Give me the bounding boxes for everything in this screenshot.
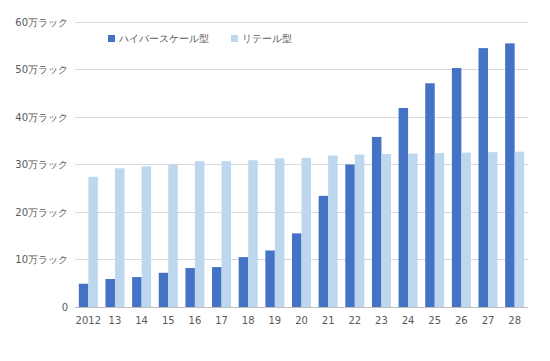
bars: [79, 43, 524, 307]
bar: [132, 277, 142, 307]
x-tick-label: 26: [455, 315, 468, 326]
y-tick-label: 10万ラック: [15, 254, 68, 265]
x-tick-label: 25: [428, 315, 441, 326]
y-tick-label: 50万ラック: [15, 64, 68, 75]
y-tick-label: 60万ラック: [15, 17, 68, 28]
bar: [79, 284, 89, 307]
bar: [461, 153, 471, 307]
bar: [168, 165, 178, 308]
bar: [435, 153, 445, 307]
bar: [212, 267, 222, 307]
x-tick-label: 23: [375, 315, 388, 326]
bar: [425, 83, 435, 307]
bar: [239, 257, 249, 307]
legend-label: ハイパースケール型: [118, 33, 209, 44]
bar: [159, 273, 169, 307]
bar: [372, 137, 382, 307]
x-tick-label: 13: [109, 315, 122, 326]
bar: [105, 279, 115, 307]
chart-container: 010万ラック20万ラック30万ラック40万ラック50万ラック60万ラック201…: [0, 0, 550, 361]
bar: [328, 155, 338, 307]
bar: [515, 152, 525, 307]
bar: [142, 166, 152, 307]
chart-svg: 010万ラック20万ラック30万ラック40万ラック50万ラック60万ラック201…: [0, 0, 550, 361]
x-tick-label: 17: [215, 315, 228, 326]
x-tick-label: 2012: [76, 315, 101, 326]
x-tick-label: 15: [162, 315, 175, 326]
bar: [88, 177, 98, 307]
bar: [222, 161, 232, 307]
y-tick-label: 30万ラック: [15, 159, 68, 170]
x-tick-label: 16: [189, 315, 202, 326]
bar: [479, 48, 489, 307]
y-tick-label: 40万ラック: [15, 112, 68, 123]
grid: [75, 22, 528, 307]
bar: [248, 160, 257, 307]
y-tick-label: 0: [62, 302, 68, 313]
bar: [275, 158, 285, 307]
legend: ハイパースケール型 リテール型: [108, 33, 292, 44]
x-tick-label: 21: [322, 315, 335, 326]
bar: [195, 161, 205, 307]
legend-label: リテール型: [242, 33, 292, 44]
x-axis-line: [75, 307, 528, 308]
bar: [452, 68, 462, 307]
legend-swatch: [108, 35, 115, 42]
legend-swatch: [231, 35, 238, 42]
x-tick-label: 27: [482, 315, 495, 326]
bar: [399, 108, 409, 307]
bar: [265, 250, 275, 307]
bar: [505, 43, 515, 307]
bar: [345, 165, 355, 308]
bar: [355, 155, 365, 307]
bar: [115, 168, 125, 307]
bar: [488, 152, 498, 307]
x-tick-label: 19: [268, 315, 281, 326]
x-tick-label: 22: [348, 315, 361, 326]
x-tick-label: 20: [295, 315, 308, 326]
grid-line: [75, 22, 528, 23]
x-tick-label: 24: [402, 315, 415, 326]
x-tick-label: 14: [135, 315, 148, 326]
grid-line: [75, 307, 528, 308]
bar: [408, 154, 418, 307]
bar: [292, 233, 302, 307]
bar: [319, 196, 329, 307]
bar: [302, 158, 312, 307]
y-tick-label: 20万ラック: [15, 207, 68, 218]
bar: [381, 154, 391, 307]
x-tick-label: 18: [242, 315, 255, 326]
x-tick-label: 28: [508, 315, 521, 326]
bar: [185, 268, 195, 307]
